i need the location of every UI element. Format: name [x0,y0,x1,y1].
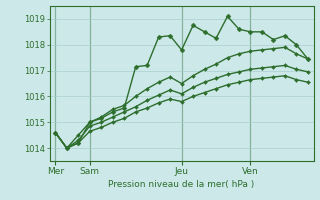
X-axis label: Pression niveau de la mer( hPa ): Pression niveau de la mer( hPa ) [108,180,255,189]
